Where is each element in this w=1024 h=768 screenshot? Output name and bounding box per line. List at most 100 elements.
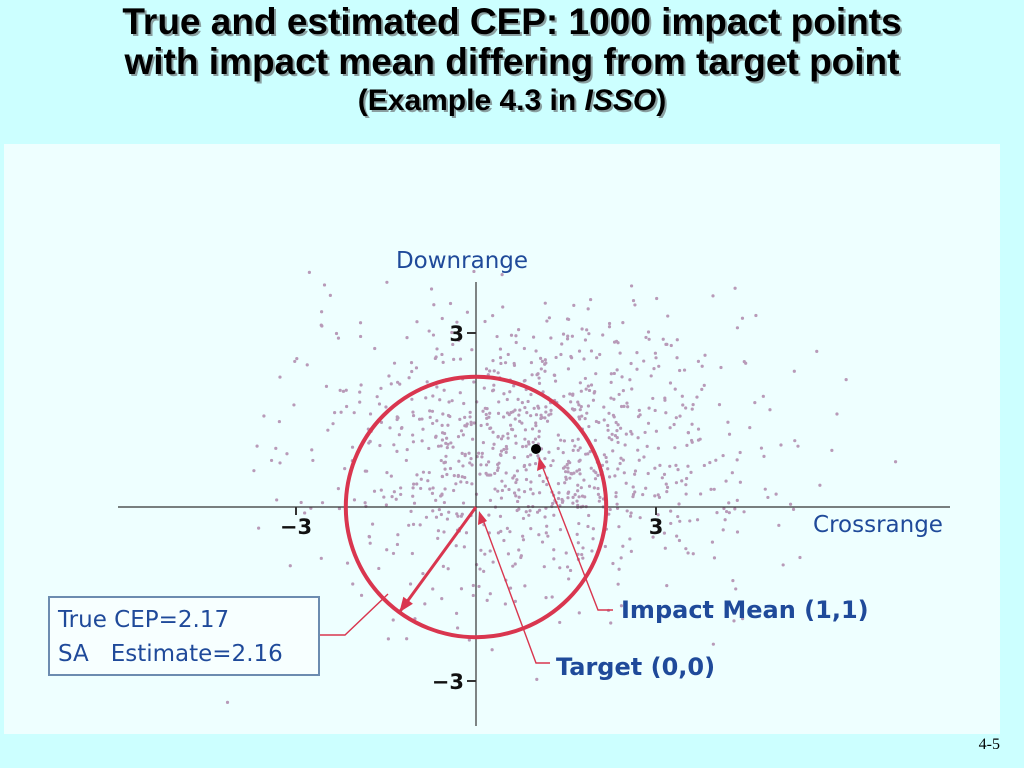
impact-point (578, 472, 582, 476)
impact-point (411, 413, 416, 418)
impact-point (462, 545, 466, 549)
impact-point (499, 453, 503, 457)
impact-point (547, 450, 551, 454)
impact-point (619, 456, 623, 460)
impact-point (565, 337, 570, 341)
impact-point (573, 444, 577, 448)
impact-point (597, 499, 601, 503)
impact-point (496, 489, 500, 493)
impact-point (619, 404, 624, 409)
impact-point (754, 313, 758, 318)
impact-point (712, 556, 717, 560)
impact-point (527, 513, 531, 517)
impact-point (815, 349, 819, 353)
impact-point (549, 408, 553, 413)
impact-point (559, 352, 563, 357)
impact-point (419, 486, 423, 491)
impact-point (566, 496, 570, 500)
impact-point (503, 361, 508, 365)
impact-point (529, 453, 533, 457)
impact-point (561, 451, 565, 455)
impact-point (351, 582, 355, 586)
impact-point (566, 334, 570, 338)
impact-point (531, 492, 535, 496)
impact-point (556, 482, 561, 486)
impact-point (567, 577, 571, 581)
impact-point (477, 451, 481, 455)
impact-point (367, 441, 371, 445)
impact-point (686, 551, 690, 555)
x-tick-label: 3 (649, 515, 664, 539)
impact-point (275, 498, 279, 502)
impact-point (439, 512, 443, 517)
impact-point (410, 551, 414, 556)
impact-point (612, 371, 616, 376)
impact-point (647, 406, 651, 410)
impact-point (529, 487, 533, 491)
impact-point (339, 410, 343, 414)
impact-point (612, 397, 616, 401)
impact-point (443, 487, 447, 491)
impact-point (389, 474, 393, 478)
impact-point (615, 502, 619, 506)
true-cep-text: True CEP=2.17 (58, 607, 230, 633)
impact-point (761, 394, 765, 398)
impact-point (551, 459, 555, 463)
impact-point (534, 413, 539, 417)
impact-point (529, 360, 534, 365)
impact-point (558, 620, 562, 625)
impact-point (438, 398, 442, 402)
mean-leader-line (540, 462, 613, 611)
impact-point (367, 535, 372, 539)
impact-point (421, 470, 426, 474)
impact-point (506, 436, 510, 440)
impact-point (410, 397, 414, 401)
impact-point (669, 343, 673, 348)
impact-point (779, 443, 783, 447)
impact-point (628, 514, 633, 518)
impact-point (620, 375, 624, 379)
impact-mean-marker (531, 444, 541, 454)
impact-point (576, 541, 580, 545)
impact-point (576, 489, 580, 493)
impact-point (674, 416, 678, 420)
impact-point (538, 508, 542, 512)
impact-point (505, 397, 509, 402)
impact-point (577, 415, 581, 419)
impact-point (446, 567, 450, 571)
impact-point (390, 495, 394, 499)
impact-point (479, 463, 483, 467)
impact-point (666, 314, 670, 318)
impact-point (358, 334, 363, 339)
impact-point (504, 450, 508, 454)
impact-point (389, 382, 393, 386)
target-leader-line (481, 516, 550, 664)
impact-point (395, 542, 400, 547)
impact-point (488, 411, 492, 415)
impact-point (446, 423, 450, 427)
impact-point (612, 415, 616, 419)
impact-point (471, 593, 475, 598)
impact-point (516, 328, 521, 332)
impact-point (524, 444, 528, 448)
impact-point (579, 486, 583, 490)
impact-point (391, 618, 395, 622)
impact-point (537, 429, 541, 433)
impact-point (631, 298, 636, 303)
impact-point (469, 456, 473, 461)
impact-point (427, 329, 431, 333)
impact-point (459, 429, 464, 433)
impact-point (572, 303, 576, 307)
impact-point (526, 440, 531, 444)
impact-point (457, 338, 461, 342)
impact-point (582, 357, 586, 361)
impact-point (572, 471, 576, 475)
impact-point (447, 400, 451, 404)
impact-point (320, 501, 325, 505)
impact-point (452, 474, 456, 478)
impact-point (675, 356, 679, 360)
impact-point (661, 337, 665, 341)
impact-point (372, 489, 377, 493)
impact-point (498, 347, 503, 351)
impact-point (649, 374, 653, 378)
